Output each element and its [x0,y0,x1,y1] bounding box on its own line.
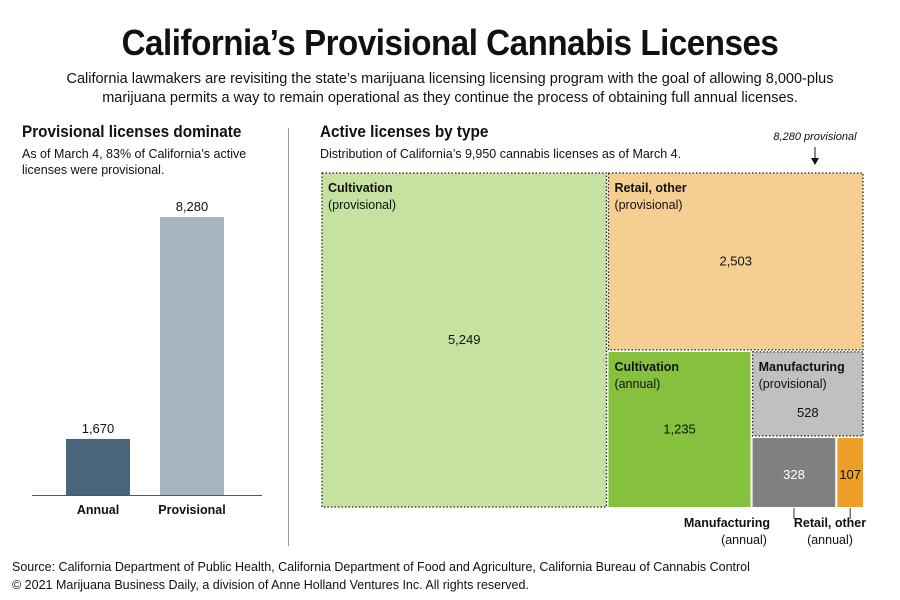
right-panel-heading: Active licenses by type [320,122,489,141]
left-panel-heading: Provisional licenses dominate [22,122,242,141]
treemap-sublabel-cultivation-annual: (annual) [614,377,660,391]
treemap-cell-retail-other-provisional [606,171,865,352]
treemap-provisional-outline-manufacturing-provisional [751,351,864,437]
treemap-chart: Cultivation (provisional) Retail, other (pr… [320,131,866,547]
bar-value-label-annual: 1,670 [82,421,115,436]
bar-category-label-annual: Annual [77,503,119,517]
treemap-value-retail-other-provisional: 2,503 [719,253,752,268]
treemap-value-cultivation-provisional: 5,249 [448,332,481,347]
treemap-provisional-outline-retail-other-provisional [607,172,864,351]
panel-divider [288,128,289,546]
treemap-label-retail-other-annual: Retail, other [794,516,866,530]
left-panel-sub-line-1: As of March 4, 83% of California’s activ… [22,147,247,161]
subtitle-line-2: marijuana permits a way to remain operat… [102,90,798,106]
treemap-value-cultivation-annual: 1,235 [663,421,696,436]
treemap-sublabel-cultivation-provisional: (provisional) [328,198,396,212]
treemap-sublabel-retail-other-provisional: (provisional) [614,198,682,212]
bar-chart: 1,670 Annual 8,280 Provisional [32,199,262,517]
treemap-value-manufacturing-annual: 328 [783,467,805,482]
treemap-label-manufacturing-provisional: Manufacturing [759,360,845,374]
left-panel-subtitle: As of March 4, 83% of California’s activ… [22,146,246,178]
bar-category-label-provisional: Provisional [158,503,225,517]
treemap-value-manufacturing-provisional: 528 [797,405,819,420]
treemap-label-retail-other-provisional: Retail, other [614,181,686,195]
treemap-value-retail-other-annual: 107 [839,467,861,482]
source-line-1: Source: California Department of Public … [12,560,750,574]
source-note: Source: California Department of Public … [12,558,750,594]
provisional-callout-arrow-icon [811,158,819,165]
treemap-provisional-outline-cultivation-provisional [321,172,608,508]
treemap-sublabel-retail-other-annual: (annual) [807,533,853,547]
treemap-label-manufacturing-annual: Manufacturing [684,516,770,530]
bar-annual [66,438,130,495]
treemap-sublabel-manufacturing-provisional: (provisional) [759,377,827,391]
bar-value-label-provisional: 8,280 [176,199,209,214]
treemap-label-cultivation-annual: Cultivation [614,360,679,374]
copyright-line: © 2021 Marijuana Business Daily, a divis… [12,578,529,592]
subtitle: California lawmakers are revisiting the … [20,70,880,108]
subtitle-line-1: California lawmakers are revisiting the … [66,71,834,87]
treemap-cell-cultivation-provisional [320,171,609,509]
right-panel-subtitle: Distribution of California’s 9,950 canna… [320,147,682,161]
bar-provisional [160,217,224,495]
provisional-callout-label: 8,280 provisional [773,131,857,143]
treemap-label-cultivation-provisional: Cultivation [328,181,393,195]
page-title: California’s Provisional Cannabis Licens… [121,22,779,63]
left-panel-sub-line-2: licenses were provisional. [22,163,165,177]
treemap-sublabel-manufacturing-annual: (annual) [721,533,767,547]
treemap-cell-cultivation-annual [606,349,753,509]
